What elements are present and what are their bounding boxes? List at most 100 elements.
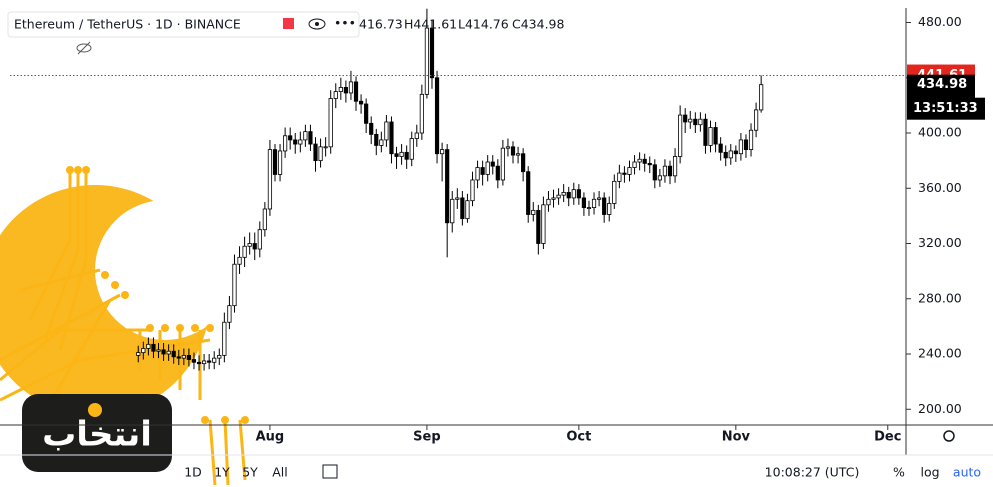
percent-toggle[interactable]: % [893, 465, 905, 480]
x-tick-label: Dec [874, 430, 901, 445]
candle-body [738, 139, 744, 155]
range-button[interactable]: 1D [184, 465, 202, 480]
candle-body [399, 151, 404, 157]
candle-body [662, 165, 668, 177]
candle-body [293, 139, 298, 145]
candle-body [409, 138, 414, 160]
calendar-icon[interactable] [322, 464, 338, 479]
more-icon[interactable]: ••• [334, 16, 356, 31]
candle-body [318, 146, 323, 162]
candle-body [374, 133, 379, 146]
candle-body [384, 121, 389, 141]
candle-body [141, 348, 146, 354]
candle-body [151, 343, 156, 352]
candle-body [455, 197, 460, 200]
y-tick-label: 360.00 [918, 180, 962, 195]
logo-box [22, 394, 172, 472]
auto-toggle[interactable]: auto [953, 465, 981, 480]
candle-body [546, 198, 551, 206]
candle-body [622, 172, 627, 175]
candle-body [728, 150, 733, 159]
candle-body [308, 131, 313, 145]
candle-body [222, 321, 227, 356]
candle-body [196, 361, 202, 365]
candle-body [369, 122, 374, 135]
candle-body [353, 81, 359, 102]
candle-body [515, 153, 521, 156]
utc-time[interactable]: 10:08:27 (UTC) [765, 465, 860, 480]
y-tick-label: 280.00 [918, 290, 962, 305]
candle-body [186, 354, 191, 360]
ohlc-value: H441.61 [404, 17, 457, 32]
candle-body [379, 139, 384, 146]
candle-body [333, 91, 338, 99]
candle-body [652, 164, 657, 181]
candle-body [217, 354, 222, 359]
candle-body [703, 118, 708, 146]
candle-body [526, 171, 531, 215]
candle-body [759, 84, 764, 111]
settings-icon[interactable] [943, 430, 955, 442]
candle-body [171, 350, 176, 358]
candle-body [232, 263, 237, 307]
ohlc-value: C434.98 [512, 17, 565, 32]
logo-circuit [0, 170, 247, 486]
ohlc-value: 416.73 [359, 17, 403, 32]
candle-body [181, 354, 186, 359]
candle-body [440, 149, 445, 155]
candle-body [591, 198, 597, 208]
flag-icon[interactable] [283, 18, 294, 29]
candle-body [480, 167, 485, 175]
candle-body [485, 161, 490, 175]
x-tick-label: Sep [413, 430, 441, 445]
candle-body [718, 143, 723, 153]
candle-body [328, 98, 333, 148]
logo-coin [88, 403, 102, 417]
last-price-label: 434.98 [917, 77, 967, 92]
ohlc-value: L414.76 [458, 17, 509, 32]
candle-body [602, 197, 607, 215]
candle-body [505, 146, 511, 149]
candle-body [445, 149, 450, 224]
countdown-box [907, 97, 985, 120]
candle-body [257, 229, 262, 250]
eye-pupil [315, 22, 319, 26]
candle-body [247, 243, 252, 247]
candle-body [242, 245, 247, 258]
range-button[interactable]: 1Y [214, 465, 230, 480]
y-tick-label: 200.00 [918, 401, 962, 416]
candle-body [207, 360, 212, 363]
candle-body [708, 127, 713, 146]
candle-body [191, 359, 197, 363]
candle-body [434, 77, 440, 155]
candle-body [500, 147, 505, 181]
candle-body [632, 161, 637, 168]
range-button[interactable]: 5Y [242, 465, 258, 480]
candle-body [647, 162, 652, 166]
candle-body [389, 121, 394, 155]
candle-body [688, 118, 693, 123]
candle-body [201, 360, 207, 365]
candle-body [541, 204, 546, 244]
candle-body [566, 192, 571, 199]
candle-body [460, 197, 465, 220]
candle-body [586, 207, 592, 209]
candle-body [576, 189, 581, 199]
candle-body [298, 139, 303, 145]
range-button[interactable]: All [272, 465, 288, 480]
log-toggle[interactable]: log [920, 465, 939, 480]
candle-body [607, 203, 612, 215]
hidden-eye-icon[interactable] [76, 43, 92, 53]
candle-body [419, 93, 424, 134]
candle-body [227, 305, 232, 323]
y-tick-label: 480.00 [918, 14, 962, 29]
candle-body [667, 165, 673, 177]
candle-body [146, 343, 151, 349]
candle-body [551, 197, 556, 200]
y-tick-label: 400.00 [918, 125, 962, 140]
hidden-eye-slash [77, 41, 91, 55]
candle-body [424, 27, 430, 95]
eye-icon[interactable] [308, 18, 326, 30]
candle-body [470, 179, 475, 202]
